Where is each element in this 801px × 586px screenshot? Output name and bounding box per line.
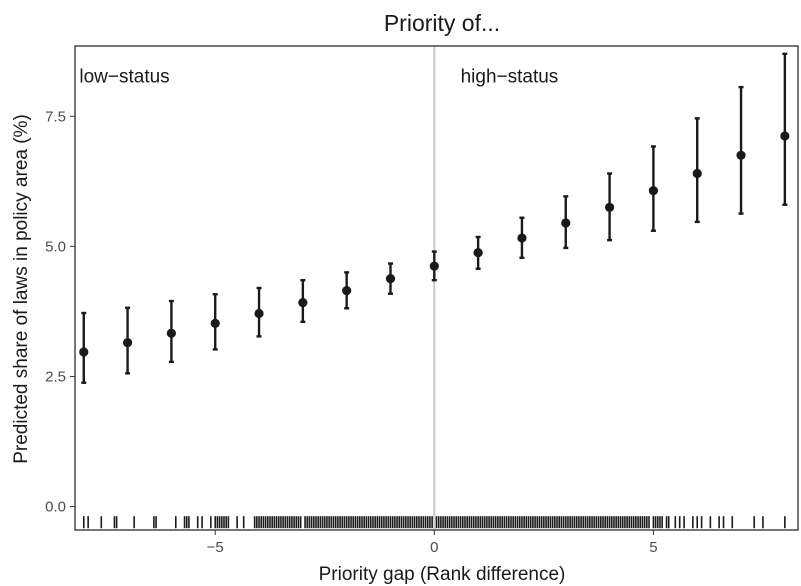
data-point <box>648 186 659 196</box>
data-point <box>604 202 615 212</box>
data-point <box>79 347 89 357</box>
data-point <box>780 131 790 141</box>
data-point <box>254 308 264 319</box>
data-point <box>122 338 133 348</box>
data-point <box>385 274 396 284</box>
data-point <box>429 261 439 271</box>
data-point <box>473 248 483 258</box>
x-tick-label: −5 <box>207 539 224 556</box>
x-tick-label: 5 <box>649 539 657 556</box>
y-tick-label: 2.5 <box>45 368 66 385</box>
data-point <box>736 150 746 160</box>
y-tick-label: 7.5 <box>45 108 66 125</box>
data-point <box>561 218 571 228</box>
data-point <box>298 297 308 308</box>
annotation-low-status: low−status <box>79 66 169 87</box>
plot-panel: low−status high−status −5 0 5 0.0 2.5 5.0 7.5 <box>45 45 799 556</box>
data-point <box>342 286 352 296</box>
y-tick-label: 5.0 <box>45 238 66 255</box>
data-point <box>210 318 220 328</box>
data-point <box>692 168 702 179</box>
chart-title: Priority of... <box>384 10 500 36</box>
y-axis-title: Predicted share of laws in policy area (… <box>11 114 32 464</box>
x-tick-label: 0 <box>430 539 438 556</box>
data-point <box>517 233 527 243</box>
panel-border <box>74 45 799 531</box>
y-tick-label: 0.0 <box>45 499 66 516</box>
x-axis-title: Priority gap (Rank difference) <box>319 564 566 585</box>
annotation-high-status: high−status <box>461 66 559 87</box>
data-point <box>166 328 176 338</box>
